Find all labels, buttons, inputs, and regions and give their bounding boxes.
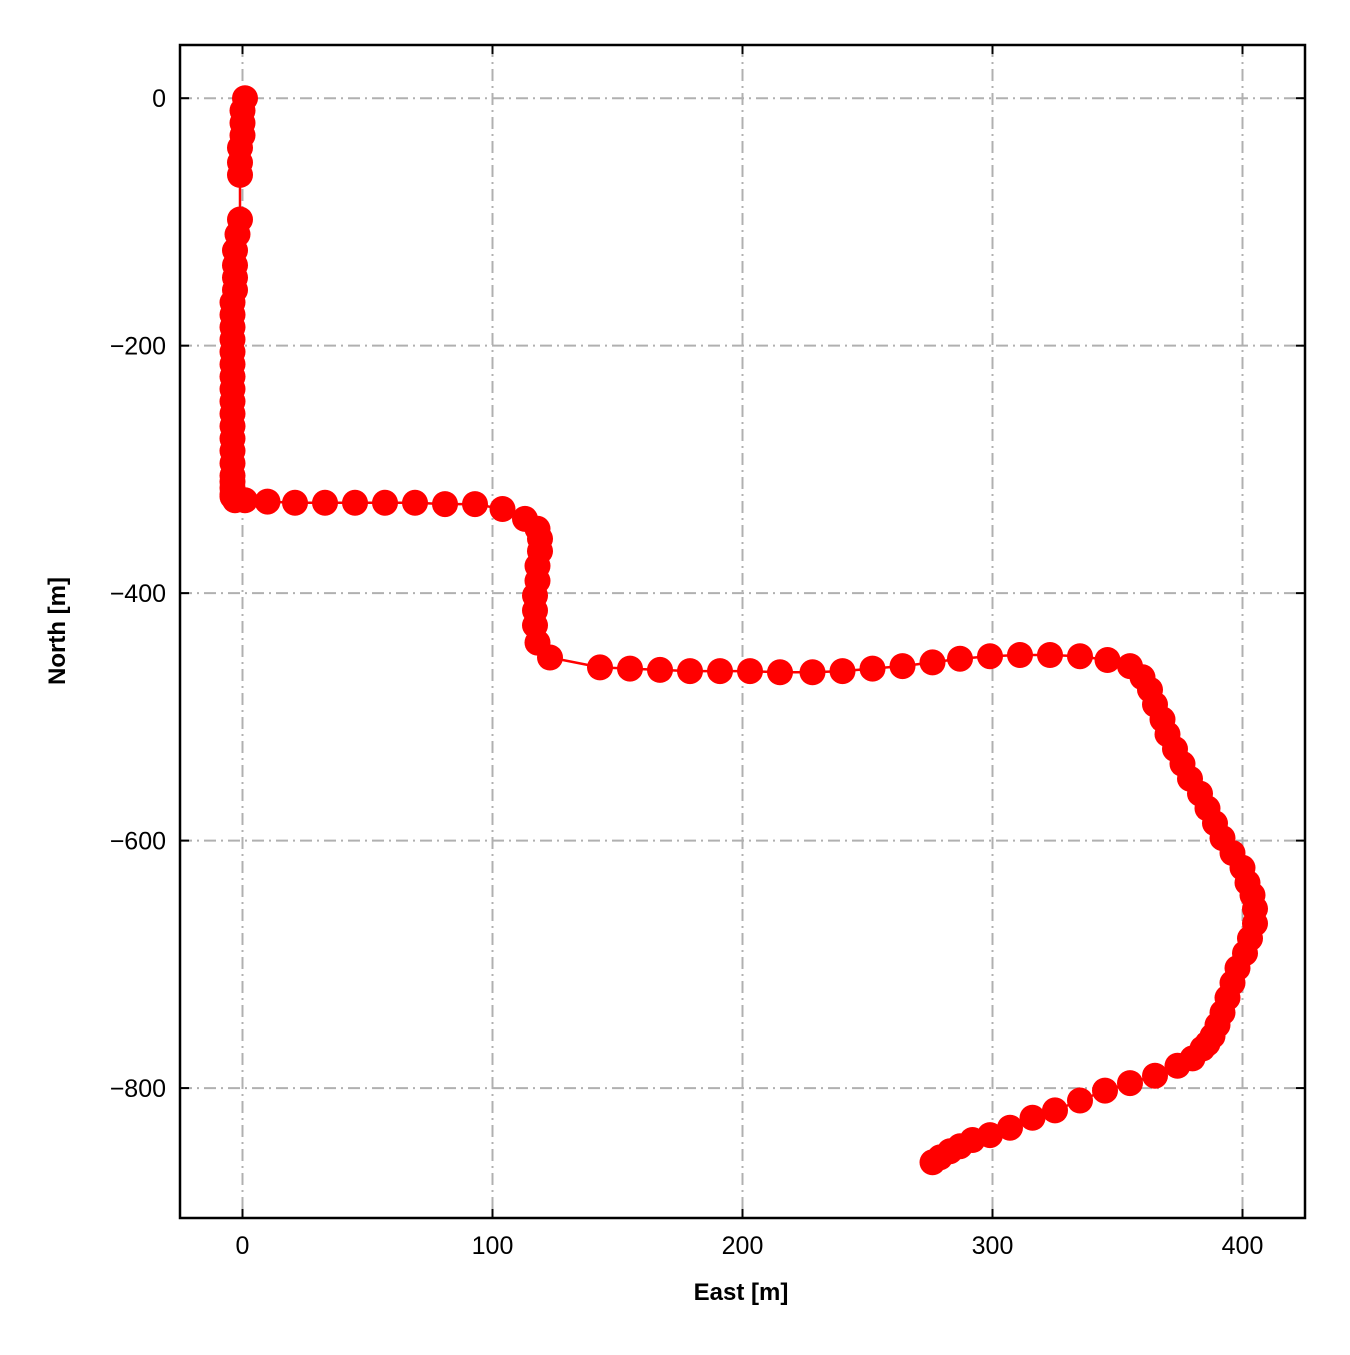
data-point xyxy=(587,654,613,681)
data-point xyxy=(1067,1087,1093,1114)
x-axis-label: East [m] xyxy=(694,1279,789,1306)
data-point xyxy=(372,489,398,516)
data-point xyxy=(489,496,516,522)
data-point xyxy=(889,653,916,680)
data-point xyxy=(1117,1070,1143,1097)
data-point xyxy=(977,643,1003,670)
y-tick-label: −600 xyxy=(110,828,166,856)
series-layer xyxy=(219,85,1268,1176)
data-point xyxy=(1094,647,1121,673)
data-point xyxy=(677,658,703,685)
data-point xyxy=(1037,642,1063,668)
data-point xyxy=(617,655,643,682)
data-point xyxy=(537,644,563,671)
data-point xyxy=(647,656,673,683)
data-point xyxy=(1092,1077,1118,1104)
series-line xyxy=(231,97,1257,1164)
data-point xyxy=(767,659,793,686)
grid-layer xyxy=(180,45,1305,1218)
x-tick-label: 100 xyxy=(472,1232,514,1260)
y-tick-label: 0 xyxy=(152,85,166,113)
data-point xyxy=(919,1149,946,1176)
data-point xyxy=(1142,1062,1168,1089)
y-tick-label: −400 xyxy=(110,580,166,608)
x-tick-label: 400 xyxy=(1222,1232,1264,1260)
x-tick-label: 0 xyxy=(236,1232,250,1260)
data-point xyxy=(799,659,826,686)
data-point xyxy=(312,489,338,516)
data-point xyxy=(342,489,368,516)
x-tick-label: 200 xyxy=(722,1232,764,1260)
data-point xyxy=(947,645,973,672)
data-point xyxy=(282,489,308,516)
data-point xyxy=(1164,1052,1191,1079)
data-point xyxy=(1007,642,1033,668)
data-point xyxy=(227,161,253,188)
data-point xyxy=(462,491,488,518)
data-point xyxy=(254,488,281,515)
data-point xyxy=(737,658,763,685)
x-tick-label: 300 xyxy=(972,1232,1014,1260)
tick-layer: 0 100 200 300 400 0 −200 −400 −600 −800 xyxy=(110,45,1305,1260)
data-point xyxy=(919,649,946,676)
data-point xyxy=(432,491,458,518)
data-point xyxy=(859,655,886,682)
data-point xyxy=(707,658,733,685)
data-point xyxy=(997,1114,1023,1141)
data-point xyxy=(829,658,856,685)
y-tick-label: −200 xyxy=(110,333,166,361)
data-point xyxy=(1067,643,1093,670)
y-axis-label: North [m] xyxy=(44,577,71,685)
y-tick-label: −800 xyxy=(110,1075,166,1103)
data-point xyxy=(1042,1097,1068,1124)
data-point xyxy=(232,487,258,514)
data-point xyxy=(402,489,428,516)
data-point xyxy=(1019,1104,1046,1131)
